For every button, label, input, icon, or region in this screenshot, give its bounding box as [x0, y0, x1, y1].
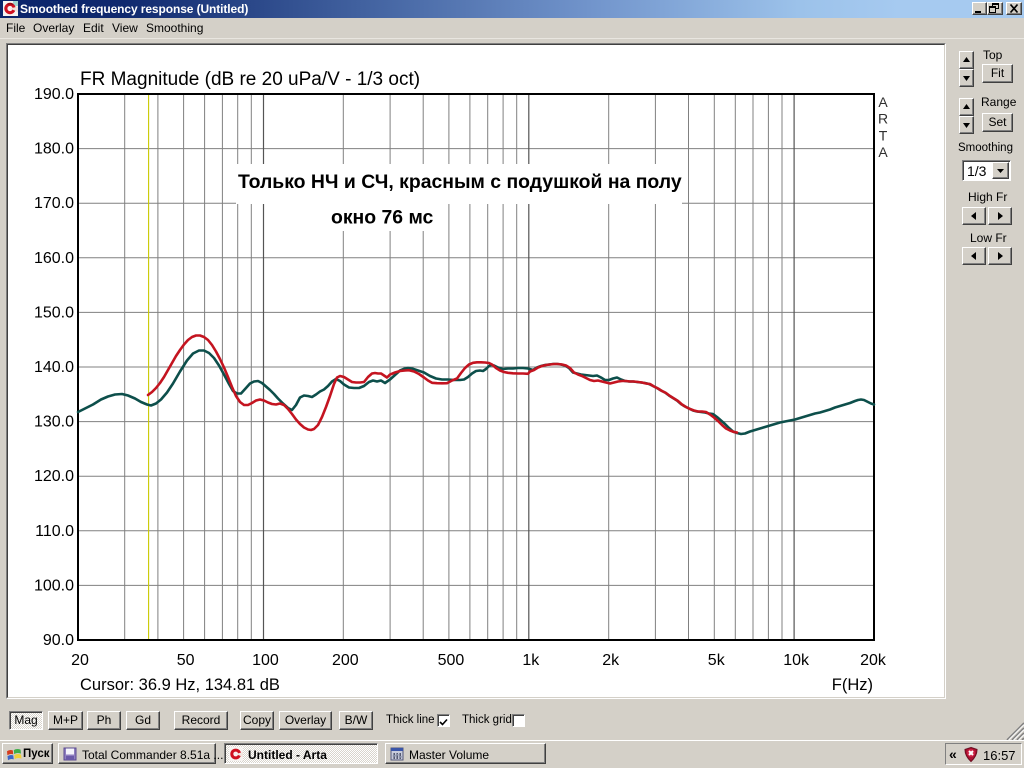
svg-text:10k: 10k	[783, 652, 810, 669]
svg-text:150.0: 150.0	[34, 304, 74, 321]
svg-text:FR Magnitude (dB re 20 uPa/V -: FR Magnitude (dB re 20 uPa/V - 1/3 oct)	[80, 69, 420, 90]
svg-text:110.0: 110.0	[35, 523, 74, 540]
svg-text:130.0: 130.0	[34, 414, 74, 431]
svg-text:A: A	[878, 94, 888, 110]
svg-text:200: 200	[332, 652, 359, 669]
svg-text:2k: 2k	[602, 652, 620, 669]
svg-text:20: 20	[71, 652, 89, 669]
svg-text:окно 76 мс: окно 76 мс	[331, 207, 434, 229]
svg-text:190.0: 190.0	[34, 86, 74, 103]
svg-text:A: A	[878, 144, 888, 160]
svg-text:180.0: 180.0	[34, 141, 74, 158]
svg-text:100: 100	[252, 652, 279, 669]
svg-text:170.0: 170.0	[34, 195, 74, 212]
svg-text:5k: 5k	[708, 652, 726, 669]
svg-text:120.0: 120.0	[34, 468, 74, 485]
svg-text:100.0: 100.0	[34, 577, 74, 594]
svg-text:160.0: 160.0	[34, 250, 74, 267]
svg-text:F(Hz): F(Hz)	[832, 676, 873, 694]
svg-text:500: 500	[438, 652, 465, 669]
svg-text:Только НЧ и СЧ, красным с поду: Только НЧ и СЧ, красным с подушкой на по…	[238, 171, 682, 193]
svg-text:50: 50	[177, 652, 195, 669]
svg-text:T: T	[879, 127, 888, 143]
svg-text:140.0: 140.0	[34, 359, 74, 376]
svg-text:Cursor: 36.9 Hz, 134.81 dB: Cursor: 36.9 Hz, 134.81 dB	[80, 676, 280, 694]
svg-text:R: R	[878, 111, 888, 127]
svg-text:20k: 20k	[860, 652, 887, 669]
svg-text:1k: 1k	[522, 652, 540, 669]
svg-text:90.0: 90.0	[43, 632, 74, 649]
